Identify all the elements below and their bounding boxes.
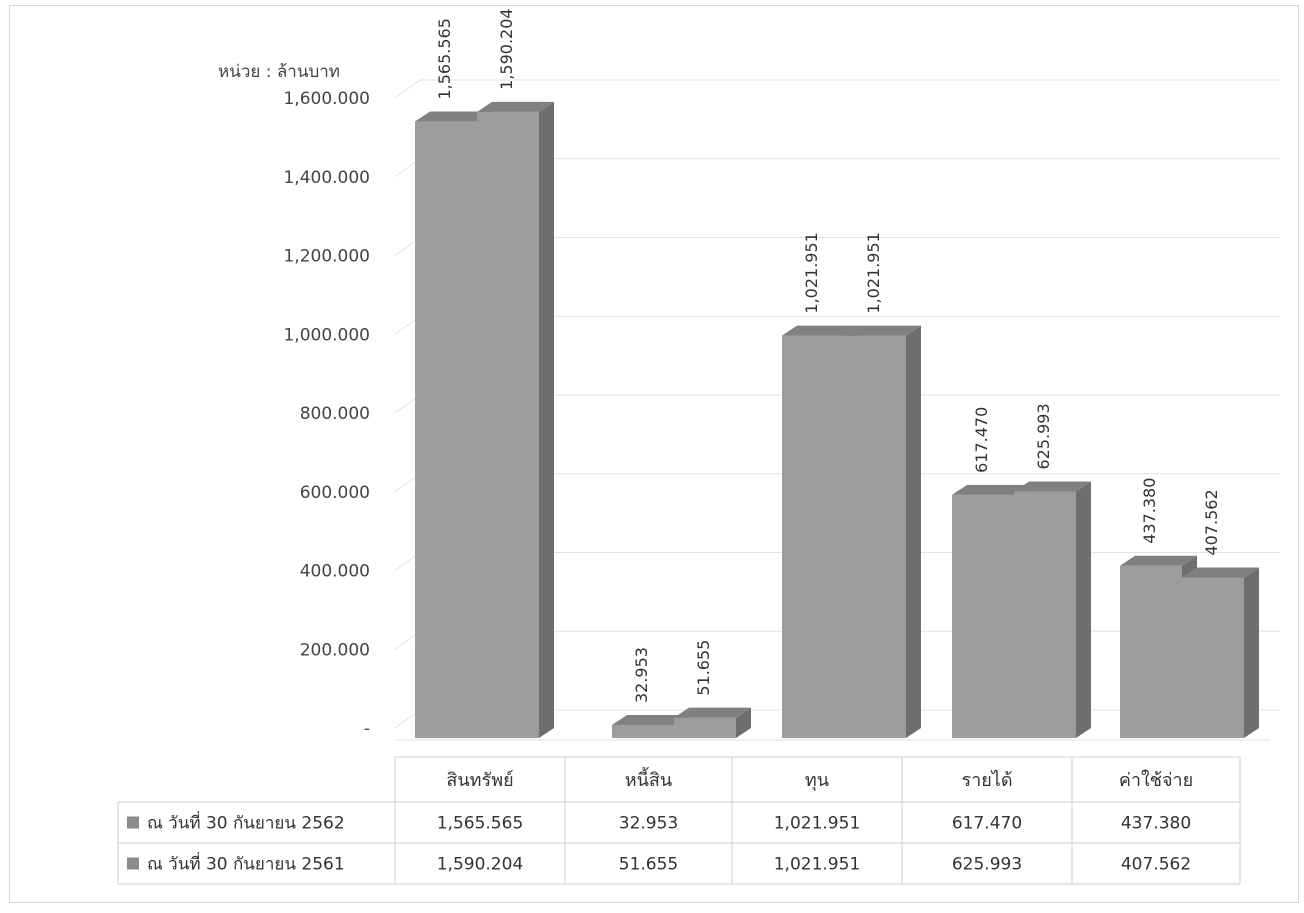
bar-top-s1-c0 <box>477 101 554 112</box>
y-tick-label-8: 1,600.000 <box>283 89 370 109</box>
bar-s1-c0 <box>477 111 539 738</box>
bar-s1-c1 <box>674 717 736 738</box>
category-label-4: ค่าใช้จ่าย <box>1119 769 1193 791</box>
bar-side-s1-c2 <box>906 325 921 738</box>
bar-top-s1-c3 <box>1014 481 1091 492</box>
bar-top-s0-c3 <box>952 484 1029 495</box>
legend-marker-s1 <box>127 857 139 870</box>
bar-side-s1-c3 <box>1076 481 1091 738</box>
bar-s0-c3 <box>952 494 1014 738</box>
y-tick-label-6: 1,200.000 <box>283 247 370 267</box>
y-tick-label-0: - <box>364 719 370 739</box>
data-label-s1-c3: 625.993 <box>1034 403 1053 469</box>
data-label-s1-c0: 1,590.204 <box>497 8 516 89</box>
bar-s1-c2 <box>844 335 906 738</box>
table-cell-s1-c4: 407.562 <box>1121 855 1191 875</box>
category-label-3: รายได้ <box>961 769 1012 791</box>
y-tick-label-4: 800.000 <box>300 404 370 424</box>
table-cell-s0-c0: 1,565.565 <box>437 814 524 834</box>
data-label-s0-c0: 1,565.565 <box>435 18 454 99</box>
table-cell-s0-c4: 437.380 <box>1121 814 1191 834</box>
table-cell-s1-c0: 1,590.204 <box>437 855 524 875</box>
category-label-2: ทุน <box>805 770 829 791</box>
bar-s0-c0 <box>415 121 477 739</box>
y-tick-label-5: 1,000.000 <box>283 325 370 345</box>
category-label-1: หนี้สิน <box>625 767 672 791</box>
data-label-s1-c4: 407.562 <box>1202 489 1221 555</box>
y-tick-label-3: 600.000 <box>300 483 370 503</box>
table-cell-s1-c3: 625.993 <box>952 855 1022 875</box>
data-label-s0-c2: 1,021.951 <box>802 232 821 313</box>
bar-top-s0-c0 <box>415 111 492 122</box>
table-cell-s1-c1: 51.655 <box>619 855 678 875</box>
bar-s1-c3 <box>1014 491 1076 738</box>
gridline-floor-8 <box>394 79 421 99</box>
y-tick-label-7: 1,400.000 <box>283 168 370 188</box>
bar-top-s0-c4 <box>1120 555 1197 566</box>
table-cell-s0-c1: 32.953 <box>619 814 678 834</box>
bar-top-s1-c2 <box>844 325 921 336</box>
legend-label-s0: ณ วันที่ 30 กันยายน 2562 <box>147 811 345 834</box>
legend-label-s1: ณ วันที่ 30 กันยายน 2561 <box>147 852 345 875</box>
bar-top-s0-c1 <box>612 715 689 726</box>
table-cell-s1-c2: 1,021.951 <box>774 855 861 875</box>
unit-label: หน่วย : ล้านบาท <box>218 62 340 82</box>
y-tick-label-2: 400.000 <box>300 562 370 582</box>
data-label-s0-c3: 617.470 <box>972 407 991 473</box>
bar-side-s1-c4 <box>1244 567 1259 738</box>
table-cell-s0-c3: 617.470 <box>952 814 1022 834</box>
category-label-0: สินทรัพย์ <box>446 770 513 791</box>
legend-marker-s0 <box>127 816 139 829</box>
bar-top-s1-c1 <box>674 707 751 718</box>
data-label-s0-c1: 32.953 <box>632 647 651 703</box>
bar-top-s0-c2 <box>782 325 859 336</box>
data-label-s1-c2: 1,021.951 <box>864 232 883 313</box>
chart-frame <box>9 5 1299 903</box>
table-cell-s0-c2: 1,021.951 <box>774 814 861 834</box>
bar-top-s1-c4 <box>1182 567 1259 578</box>
data-label-s1-c1: 51.655 <box>694 640 713 696</box>
bar-s0-c2 <box>782 335 844 738</box>
y-tick-label-1: 200.000 <box>300 640 370 660</box>
data-label-s0-c4: 437.380 <box>1140 478 1159 544</box>
bar-s0-c1 <box>612 725 674 738</box>
bar-side-s1-c0 <box>539 101 554 738</box>
bar-s1-c4 <box>1182 577 1244 738</box>
bar-s0-c4 <box>1120 565 1182 738</box>
bar-side-s1-c1 <box>736 707 751 738</box>
